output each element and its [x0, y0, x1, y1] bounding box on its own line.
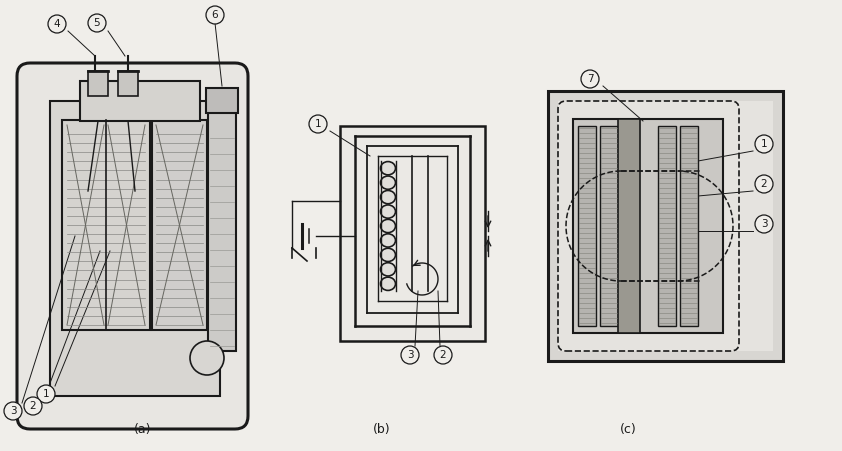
- Text: (b): (b): [373, 423, 391, 436]
- Text: 1: 1: [43, 389, 50, 399]
- Circle shape: [401, 346, 419, 364]
- Ellipse shape: [381, 248, 396, 262]
- Text: 3: 3: [407, 350, 413, 360]
- Circle shape: [24, 397, 42, 415]
- Bar: [548, 91, 783, 361]
- Bar: [558, 101, 773, 351]
- Bar: [340, 126, 485, 341]
- Ellipse shape: [381, 176, 396, 189]
- Circle shape: [581, 70, 599, 88]
- Ellipse shape: [381, 262, 396, 276]
- Bar: [118, 71, 138, 96]
- Circle shape: [48, 15, 66, 33]
- Bar: [80, 81, 200, 121]
- Text: 3: 3: [10, 406, 16, 416]
- Text: 6: 6: [211, 10, 218, 20]
- Circle shape: [309, 115, 327, 133]
- Bar: [152, 120, 207, 330]
- Ellipse shape: [381, 277, 396, 290]
- Circle shape: [37, 385, 55, 403]
- Circle shape: [88, 14, 106, 32]
- Bar: [206, 88, 238, 113]
- Circle shape: [206, 6, 224, 24]
- Bar: [658, 126, 676, 326]
- Text: 7: 7: [587, 74, 594, 84]
- Text: 5: 5: [93, 18, 100, 28]
- Bar: [62, 120, 150, 330]
- Bar: [573, 119, 723, 333]
- Ellipse shape: [381, 234, 396, 247]
- Circle shape: [755, 135, 773, 153]
- Bar: [88, 71, 108, 96]
- Text: 2: 2: [29, 401, 36, 411]
- FancyBboxPatch shape: [17, 63, 248, 429]
- Text: 3: 3: [760, 219, 767, 229]
- Text: 1: 1: [760, 139, 767, 149]
- Circle shape: [4, 402, 22, 420]
- Text: 2: 2: [760, 179, 767, 189]
- Ellipse shape: [381, 219, 396, 233]
- Text: 2: 2: [440, 350, 446, 360]
- Bar: [680, 126, 698, 326]
- Bar: [618, 119, 640, 333]
- Circle shape: [434, 346, 452, 364]
- Circle shape: [190, 341, 224, 375]
- Bar: [208, 111, 236, 351]
- Ellipse shape: [381, 205, 396, 218]
- Text: 1: 1: [315, 119, 322, 129]
- Text: 4: 4: [54, 19, 61, 29]
- Ellipse shape: [381, 190, 396, 204]
- Bar: [50, 101, 220, 396]
- Bar: [600, 126, 618, 326]
- Circle shape: [755, 215, 773, 233]
- Text: (a): (a): [134, 423, 152, 436]
- Ellipse shape: [381, 161, 396, 175]
- Text: (c): (c): [620, 423, 637, 436]
- Circle shape: [755, 175, 773, 193]
- Bar: [578, 126, 596, 326]
